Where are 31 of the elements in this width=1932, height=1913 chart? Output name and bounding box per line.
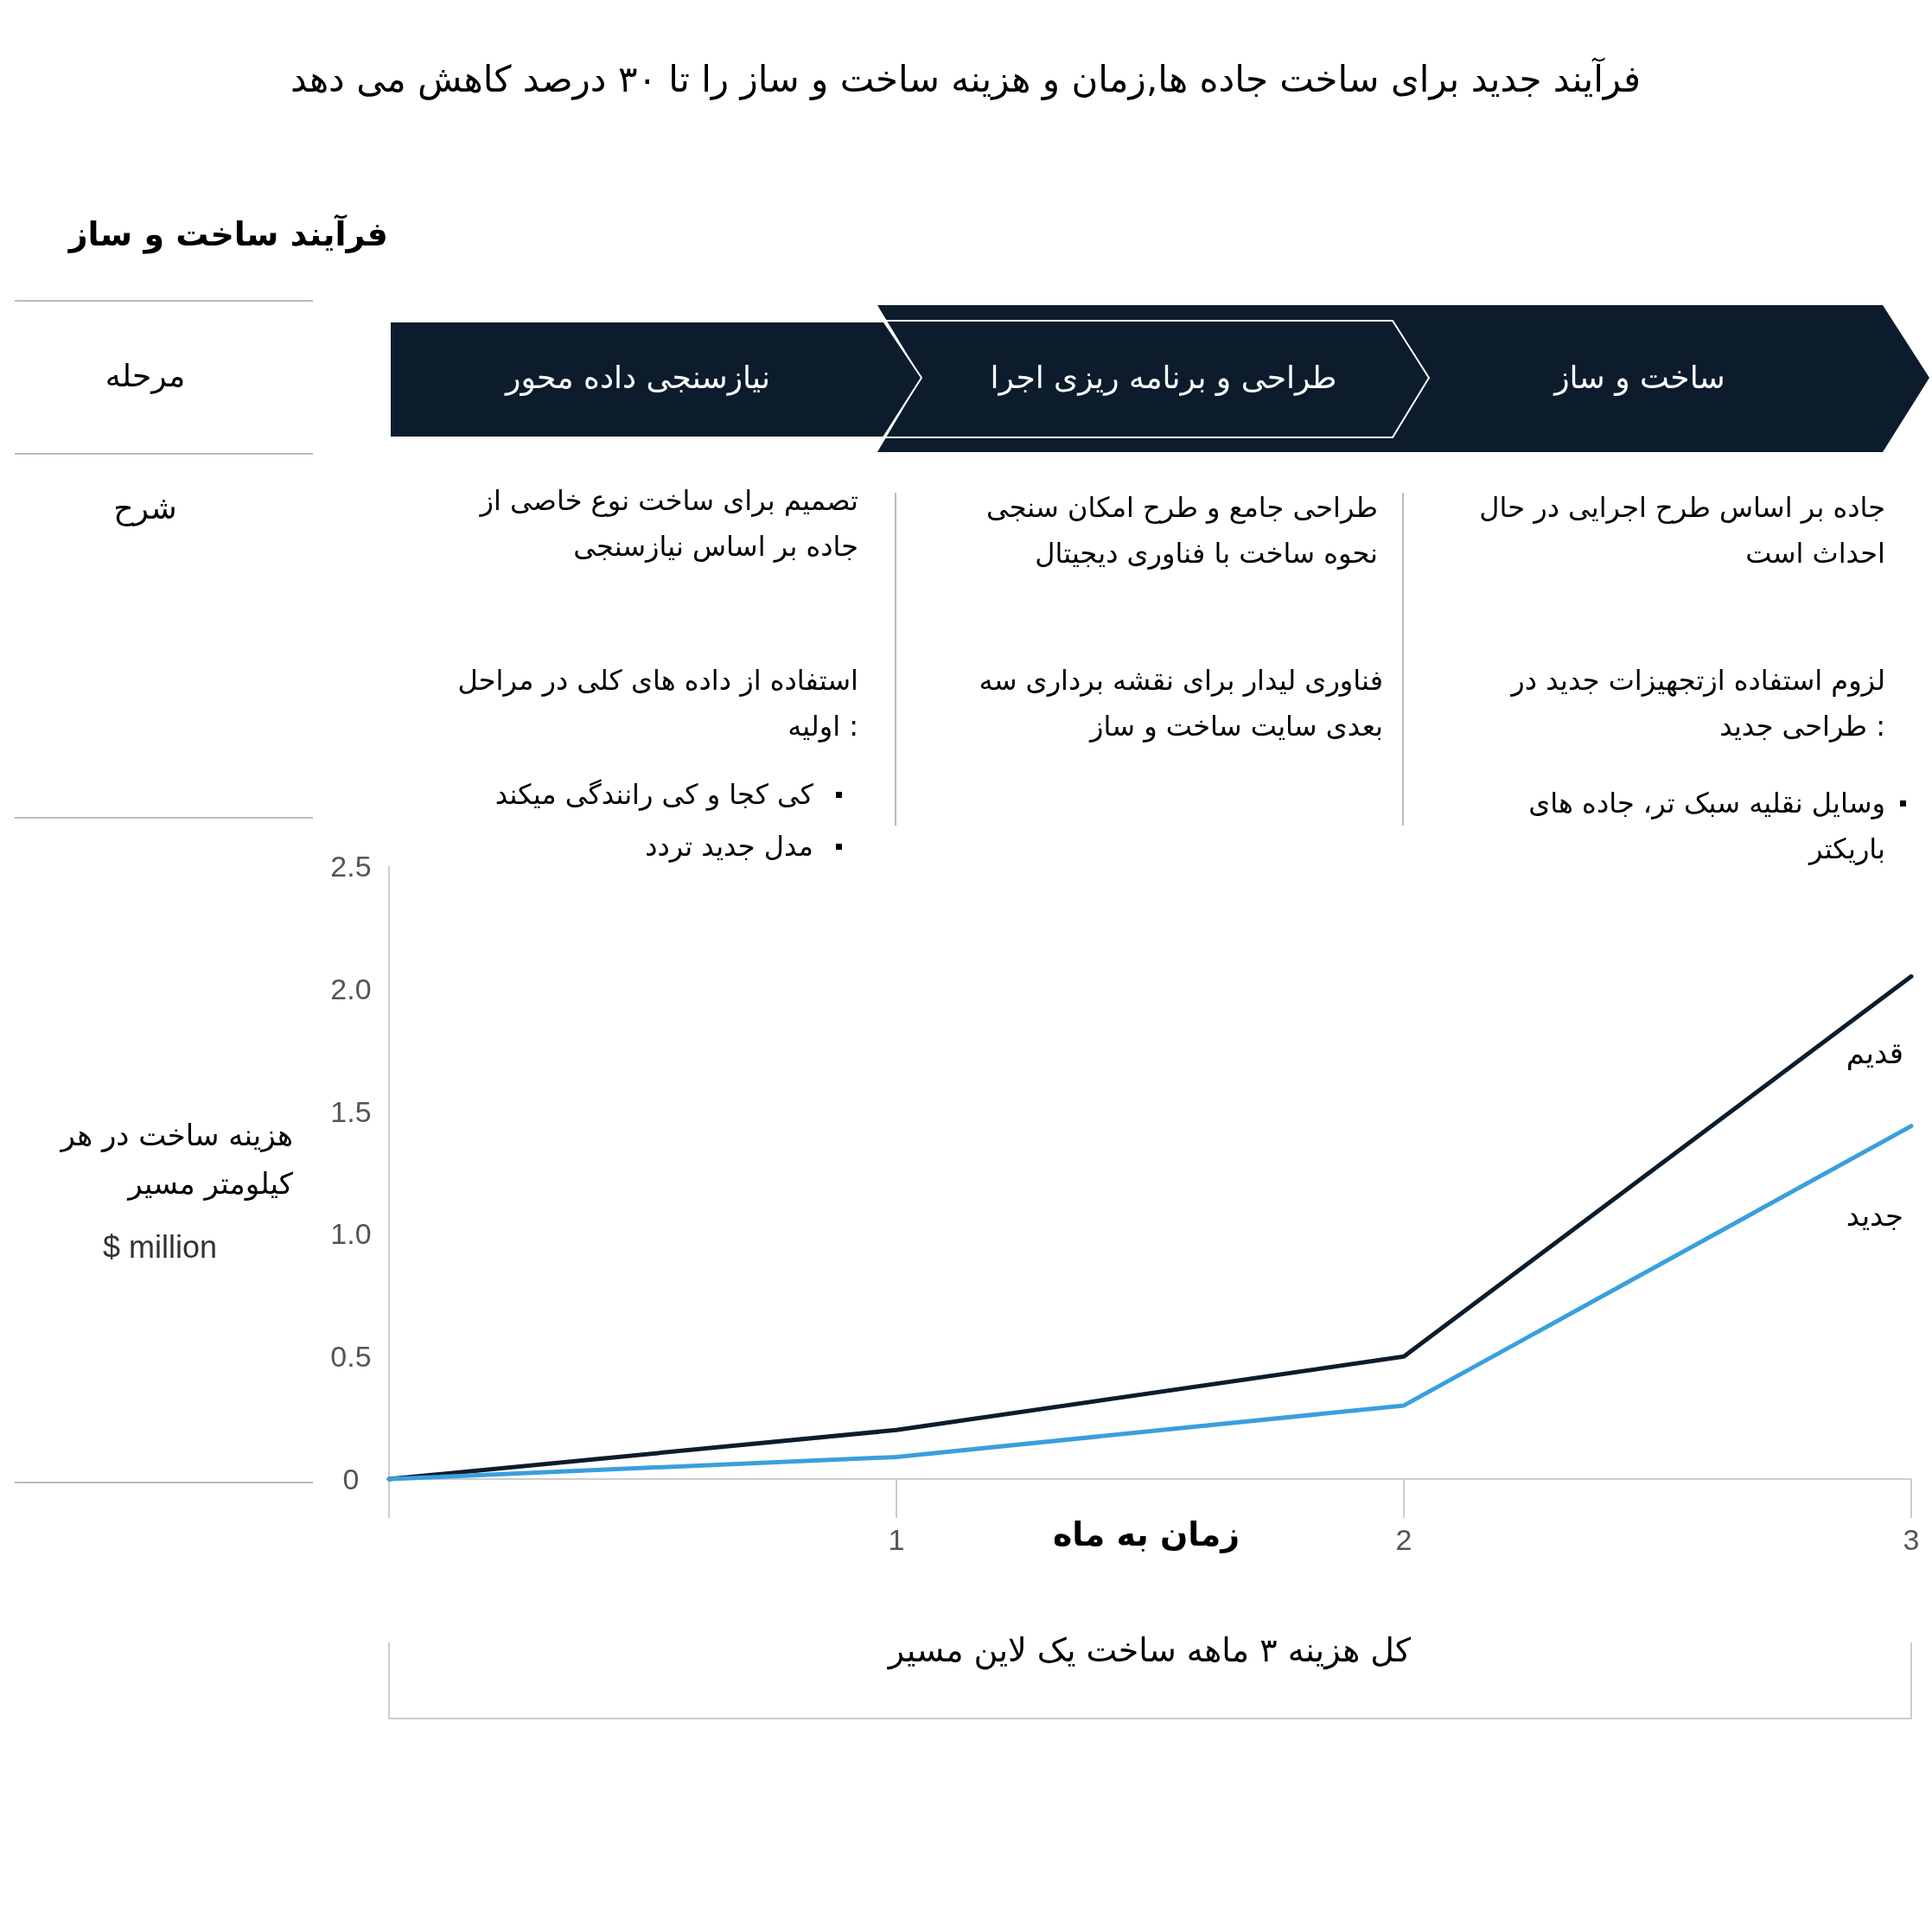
x-tick-label: 2 bbox=[1395, 1523, 1412, 1556]
text: جاده بر اساس طرح اجرایی در حال احداث است bbox=[1479, 491, 1885, 570]
y-tick-label: 1.5 bbox=[330, 1094, 372, 1128]
chart-subtitle: فرآیند ساخت و ساز bbox=[67, 214, 388, 254]
text: $ million bbox=[102, 1229, 218, 1265]
text: استفاده از داده های کلی در مراحل اولیه : bbox=[457, 664, 858, 743]
text: مدل جدید تردد bbox=[645, 830, 813, 863]
text: فناوری لیدار برای نقشه برداری سه بعدی سایت ساخت و ساز bbox=[979, 664, 1383, 743]
y-axis-title: هزینه ساخت در هر کیلومتر مسیر bbox=[59, 1118, 294, 1202]
y-tick-label: 2.5 bbox=[330, 850, 372, 883]
text: لزوم استفاده ازتجهیزات جدید در طراحی جدید : bbox=[1509, 664, 1885, 743]
text: طراحی و برنامه ریزی اجرا bbox=[990, 360, 1337, 396]
text: کی کجا و کی رانندگی میکند bbox=[494, 778, 814, 811]
text: ساخت و ساز bbox=[1553, 360, 1725, 396]
y-tick-label: 1.0 bbox=[330, 1217, 372, 1251]
series-label: قدیم bbox=[1846, 1035, 1903, 1070]
series-label: جدید bbox=[1846, 1197, 1903, 1233]
text: نیازسنجی داده محور bbox=[504, 360, 770, 396]
text: وسایل نقلیه سبک تر، جاده های باریکتر bbox=[1528, 787, 1885, 865]
text: کل هزینه ۳ ماهه ساخت یک لاین مسیر bbox=[886, 1631, 1412, 1670]
text: مرحله bbox=[105, 358, 186, 394]
x-tick-label: 3 bbox=[1903, 1523, 1920, 1556]
y-tick-label: 0 bbox=[342, 1463, 360, 1495]
text: شرح bbox=[113, 490, 177, 526]
y-tick-label: 2.0 bbox=[330, 972, 372, 1005]
x-axis-title: زمان به ماه bbox=[1052, 1515, 1240, 1553]
chart-title: فرآیند جدید برای ساخت جاده ها,زمان و هزینه ساخت و ساز را تا ۳۰ درصد کاهش می دهد bbox=[290, 57, 1642, 100]
y-tick-label: 0.5 bbox=[330, 1340, 372, 1374]
text: طراحی جامع و طرح امکان سنجی نحوه ساخت با فناوری دیجیتال bbox=[985, 491, 1378, 570]
x-tick-label: 1 bbox=[888, 1523, 905, 1556]
text: تصمیم برای ساخت نوع خاصی از جاده بر اساس نیازسنجی bbox=[478, 484, 858, 563]
